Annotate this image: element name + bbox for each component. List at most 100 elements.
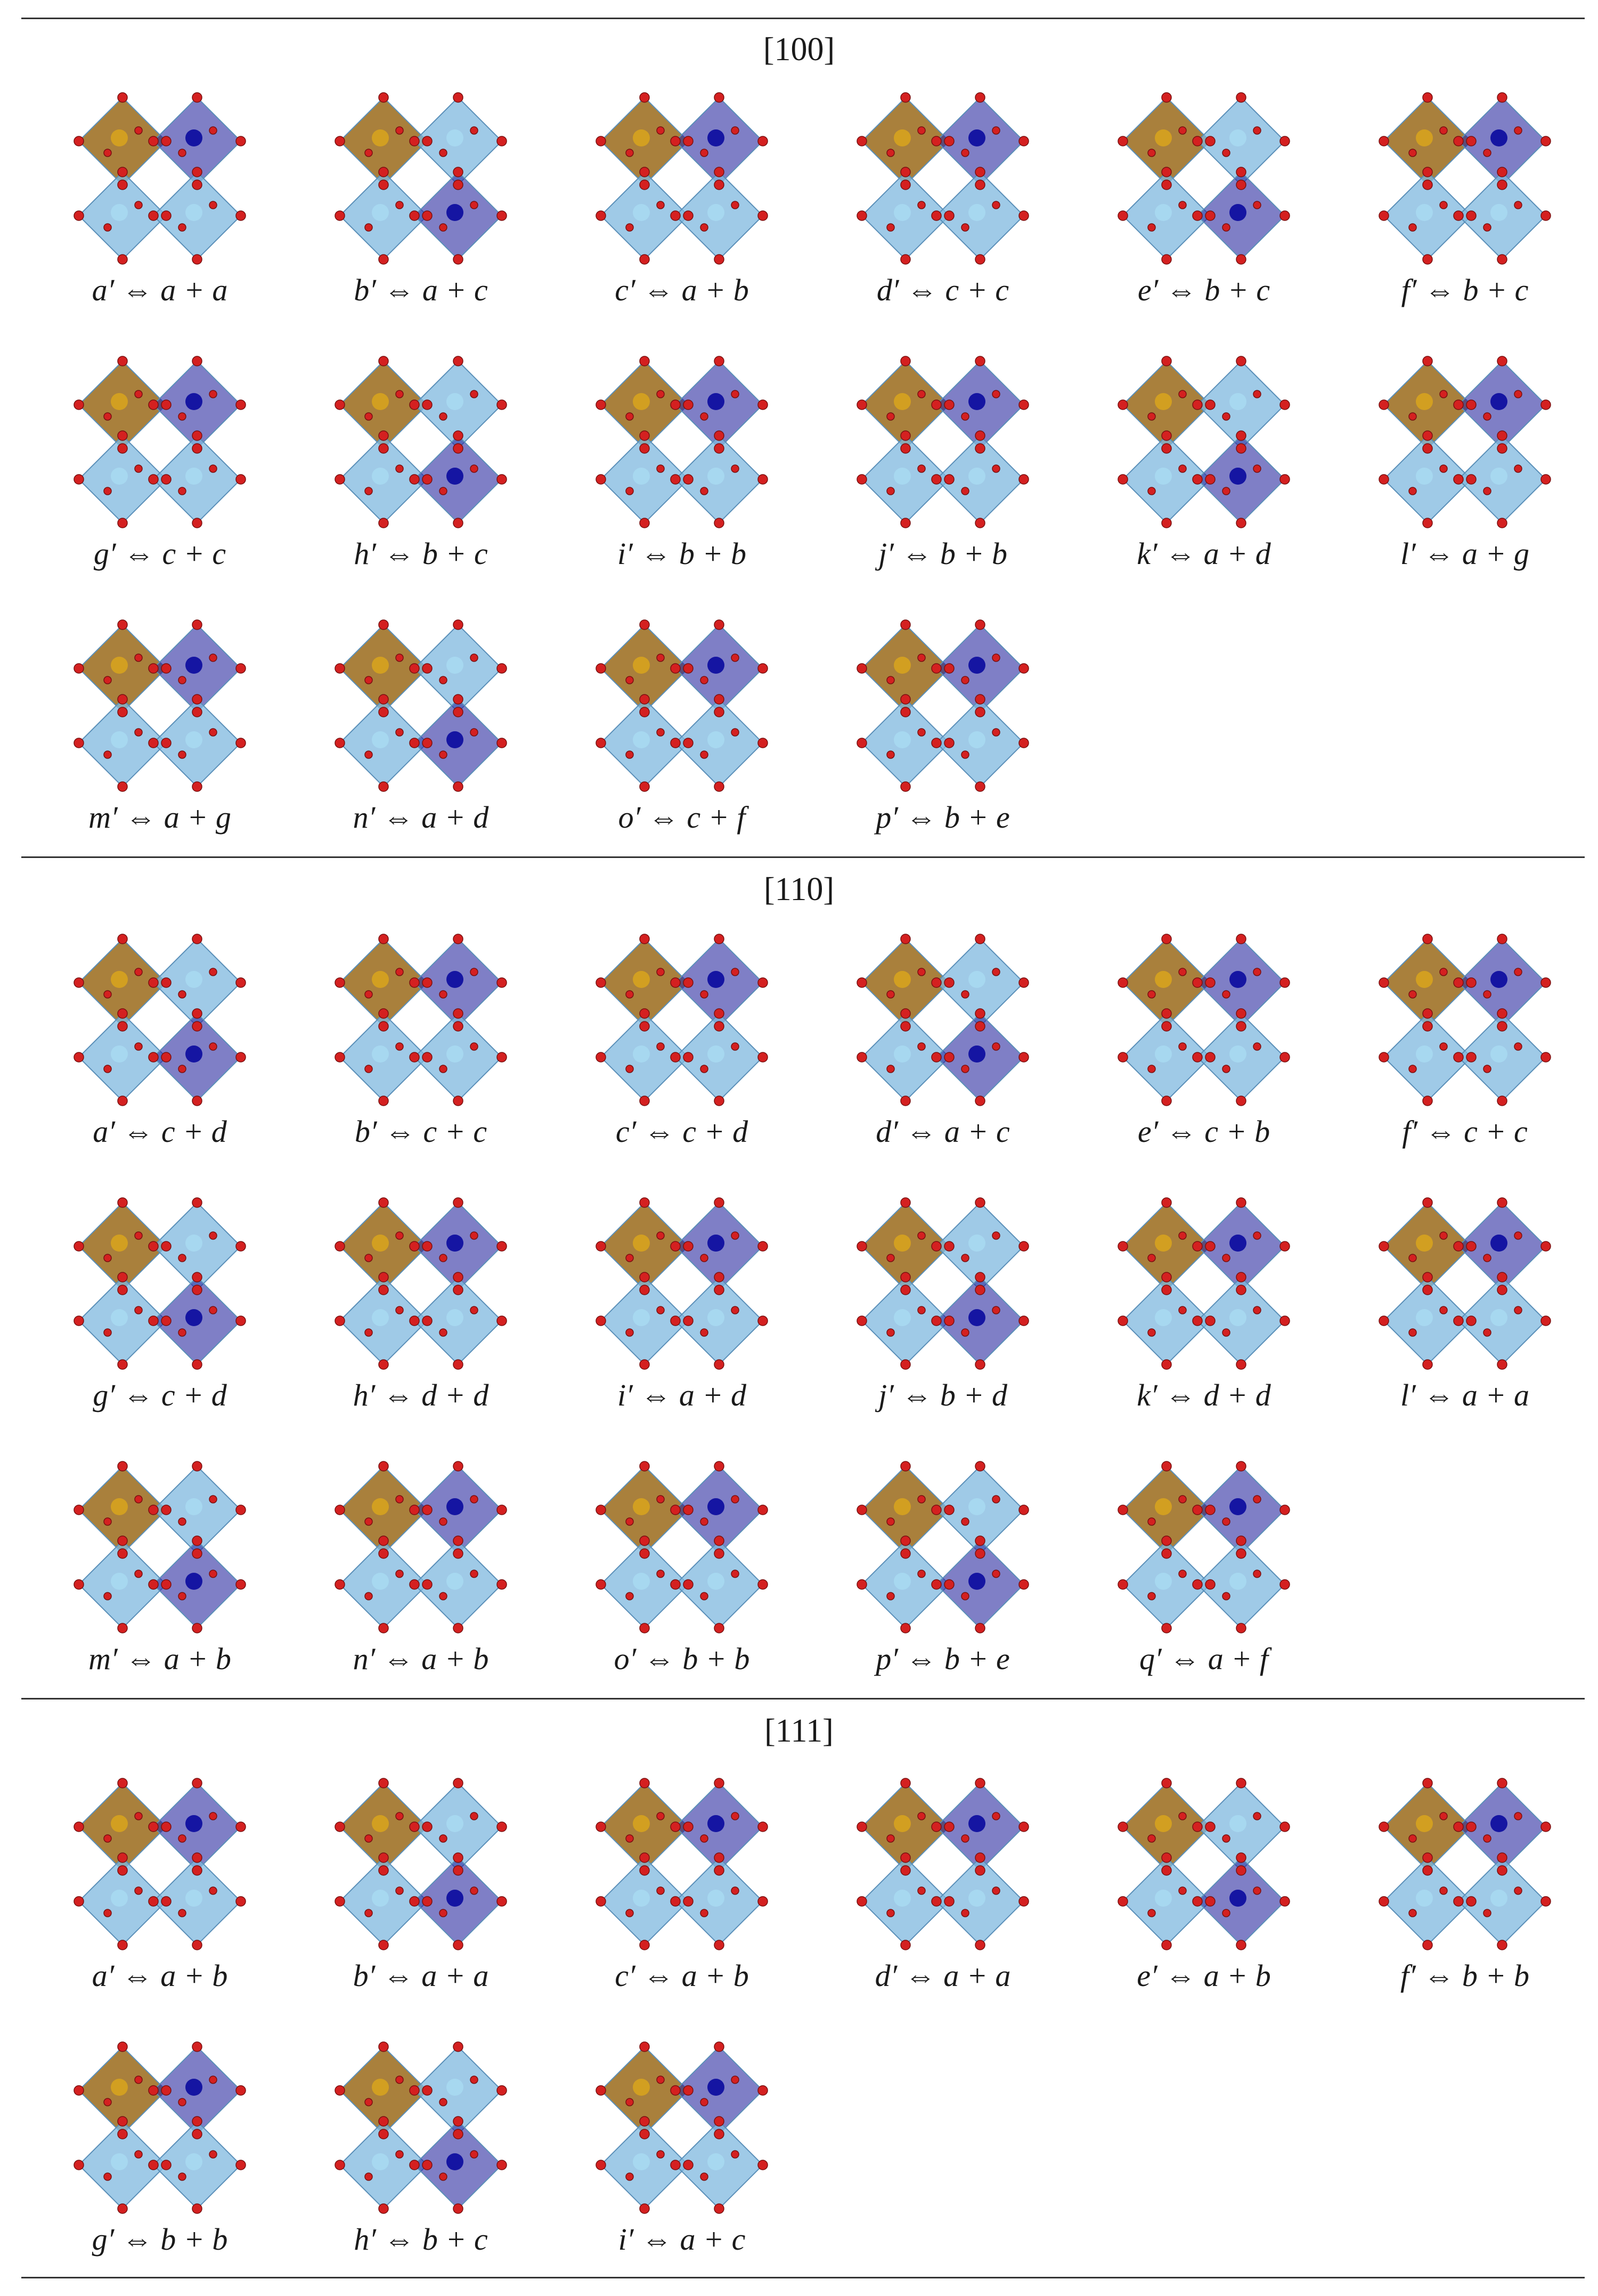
panel-caption: i′ ⇔ a + d: [617, 1378, 746, 1412]
structure-panel: e′ ⇔ c + b: [1092, 929, 1316, 1185]
panel-caption: q′ ⇔ a + f: [1139, 1641, 1268, 1676]
structure-panel: f′ ⇔ b + c: [1353, 88, 1577, 344]
structure-panel: h′ ⇔ d + d: [309, 1193, 533, 1449]
panel-caption: k′ ⇔ d + d: [1137, 1378, 1271, 1412]
crystal-structure-figure: [335, 92, 507, 265]
section-title-100: [100]: [763, 31, 835, 68]
crystal-structure-figure: [596, 619, 768, 792]
crystal-structure-figure: [857, 1197, 1029, 1370]
structure-panel: c′ ⇔ a + b: [570, 1774, 794, 2029]
panel-caption: j′ ⇔ b + d: [878, 1378, 1007, 1412]
crystal-structure-figure: [596, 92, 768, 265]
crystal-structure-figure: [1118, 356, 1290, 528]
structure-panel: a′ ⇔ c + d: [48, 929, 272, 1185]
crystal-structure-figure: [596, 1778, 768, 1950]
structure-panel: d′ ⇔ c + c: [831, 88, 1055, 344]
crystal-structure-figure: [857, 1461, 1029, 1633]
structure-panel: h′ ⇔ b + c: [309, 2037, 533, 2293]
structure-panel: c′ ⇔ a + b: [570, 88, 794, 344]
structure-panel: d′ ⇔ a + c: [831, 929, 1055, 1185]
panel-caption: b′ ⇔ c + c: [354, 1114, 487, 1149]
structure-panel: l′ ⇔ a + a: [1353, 1193, 1577, 1449]
crystal-structure-figure: [596, 2041, 768, 2214]
crystal-structure-figure: [857, 92, 1029, 265]
panel-caption: i′ ⇔ b + b: [617, 536, 746, 571]
crystal-structure-figure: [1379, 356, 1551, 528]
structure-panel: i′ ⇔ a + d: [570, 1193, 794, 1449]
section-divider-rule: [21, 1698, 1585, 1699]
structure-panel: n′ ⇔ a + d: [309, 615, 533, 871]
crystal-structure-figure: [596, 934, 768, 1106]
top-rule: [21, 18, 1585, 19]
panel-caption: p′ ⇔ b + e: [876, 1641, 1010, 1676]
panel-caption: h′ ⇔ b + c: [354, 536, 488, 571]
structure-panel: i′ ⇔ a + c: [570, 2037, 794, 2293]
panel-caption: d′ ⇔ a + c: [876, 1114, 1010, 1149]
panel-caption: f′ ⇔ c + c: [1402, 1114, 1528, 1149]
structure-panel: o′ ⇔ b + b: [570, 1457, 794, 1712]
structure-panel: g′ ⇔ c + c: [48, 352, 272, 607]
panel-caption: k′ ⇔ a + d: [1137, 536, 1271, 571]
crystal-structure-figure: [596, 1197, 768, 1370]
panel-caption: m′ ⇔ a + g: [88, 800, 231, 835]
panel-caption: f′ ⇔ b + c: [1401, 273, 1529, 307]
panel-caption: g′ ⇔ c + c: [93, 536, 226, 571]
crystal-structure-figure: [857, 934, 1029, 1106]
crystal-structure-figure: [596, 356, 768, 528]
crystal-structure-figure: [74, 92, 246, 265]
structure-panel: l′ ⇔ a + g: [1353, 352, 1577, 607]
structure-panel: n′ ⇔ a + b: [309, 1457, 533, 1712]
section-title-110: [110]: [764, 871, 834, 908]
panel-caption: d′ ⇔ a + a: [875, 1958, 1011, 1993]
structure-panel: b′ ⇔ c + c: [309, 929, 533, 1185]
panel-caption: h′ ⇔ b + c: [354, 2222, 488, 2257]
panel-caption: a′ ⇔ a + a: [92, 273, 228, 307]
structure-panel: m′ ⇔ a + b: [48, 1457, 272, 1712]
crystal-structure-figure: [335, 1197, 507, 1370]
panel-caption: l′ ⇔ a + g: [1400, 536, 1529, 571]
crystal-structure-figure: [1118, 1461, 1290, 1633]
structure-panel: h′ ⇔ b + c: [309, 352, 533, 607]
panel-caption: e′ ⇔ b + c: [1137, 273, 1270, 307]
crystal-structure-figure: [74, 356, 246, 528]
crystal-structure-figure: [857, 1778, 1029, 1950]
crystal-structure-figure: [1379, 92, 1551, 265]
crystal-structure-figure: [1118, 1197, 1290, 1370]
structure-panel: a′ ⇔ a + a: [48, 88, 272, 344]
crystal-structure-figure: [74, 619, 246, 792]
panel-caption: b′ ⇔ a + c: [354, 273, 488, 307]
structure-panel: k′ ⇔ a + d: [1092, 352, 1316, 607]
structure-panel: a′ ⇔ a + b: [48, 1774, 272, 2029]
panel-caption: a′ ⇔ c + d: [93, 1114, 227, 1149]
section-title-111: [111]: [764, 1713, 834, 1749]
panel-caption: g′ ⇔ b + b: [92, 2222, 228, 2257]
crystal-structure-figure: [74, 1461, 246, 1633]
panel-caption: o′ ⇔ c + f: [618, 800, 746, 835]
panel-caption: l′ ⇔ a + a: [1400, 1378, 1529, 1412]
crystal-structure-figure: [335, 356, 507, 528]
section-divider-rule: [21, 856, 1585, 858]
panel-caption: c′ ⇔ c + d: [615, 1114, 748, 1149]
structure-panel: d′ ⇔ a + a: [831, 1774, 1055, 2029]
panel-caption: n′ ⇔ a + d: [353, 800, 489, 835]
panel-caption: i′ ⇔ a + c: [618, 2222, 746, 2257]
crystal-structure-figure: [335, 619, 507, 792]
panel-caption: d′ ⇔ c + c: [876, 273, 1009, 307]
panel-caption: f′ ⇔ b + b: [1400, 1958, 1529, 1993]
crystal-structure-figure: [74, 1197, 246, 1370]
structure-panel: e′ ⇔ a + b: [1092, 1774, 1316, 2029]
structure-panel: f′ ⇔ c + c: [1353, 929, 1577, 1185]
structure-panel: i′ ⇔ b + b: [570, 352, 794, 607]
crystal-structure-figure: [596, 1461, 768, 1633]
panel-caption: h′ ⇔ d + d: [353, 1378, 489, 1412]
panel-caption: a′ ⇔ a + b: [92, 1958, 228, 1993]
crystal-structure-figure: [335, 1778, 507, 1950]
structure-panel: g′ ⇔ b + b: [48, 2037, 272, 2293]
structure-panel: b′ ⇔ a + a: [309, 1774, 533, 2029]
structure-panel: f′ ⇔ b + b: [1353, 1774, 1577, 2029]
crystal-structure-figure: [1379, 1778, 1551, 1950]
crystal-structure-figure: [74, 2041, 246, 2214]
structure-panel: k′ ⇔ d + d: [1092, 1193, 1316, 1449]
panel-caption: c′ ⇔ a + b: [615, 273, 749, 307]
panel-caption: g′ ⇔ c + d: [93, 1378, 227, 1412]
